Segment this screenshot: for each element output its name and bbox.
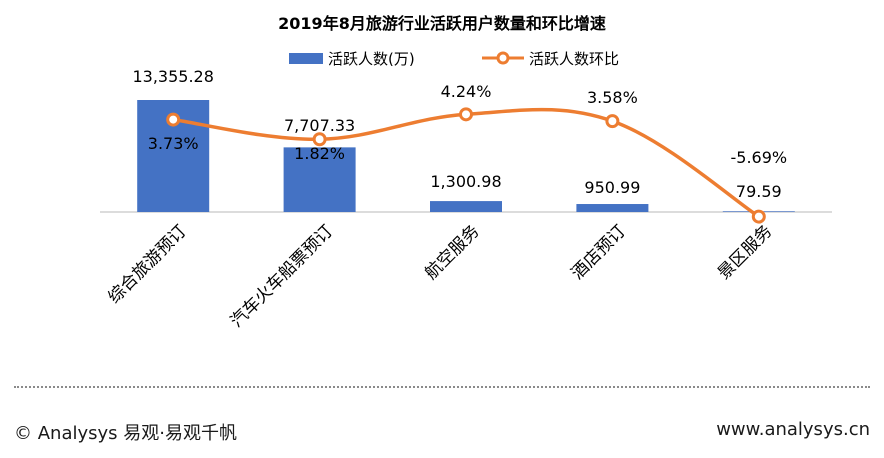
category-label: 汽车火车船票预订 xyxy=(227,221,337,331)
legend-bar-label: 活跃人数(万) xyxy=(328,50,415,68)
bar-value-label: 950.99 xyxy=(584,178,640,197)
bar xyxy=(430,201,502,212)
category-label: 航空服务 xyxy=(421,221,483,283)
chart: 2019年8月旅游行业活跃用户数量和环比增速 活跃人数(万) 活跃人数环比 13… xyxy=(100,14,832,332)
category-label: 景区服务 xyxy=(714,221,776,283)
bar-value-label: 1,300.98 xyxy=(430,172,501,191)
line-value-label: 3.58% xyxy=(587,88,638,107)
legend-line-marker xyxy=(496,51,510,65)
line-value-label: 1.82% xyxy=(294,144,345,163)
legend-bar-swatch xyxy=(289,53,323,64)
chart-title: 2019年8月旅游行业活跃用户数量和环比增速 xyxy=(278,14,606,33)
bar-value-label: 79.59 xyxy=(736,182,782,201)
line-value-label: 4.24% xyxy=(441,82,492,101)
line-point xyxy=(459,107,473,122)
footer-copyright: © Analysys 易观·易观千帆 xyxy=(14,423,237,444)
trend-line xyxy=(172,107,760,219)
footer-divider xyxy=(14,386,870,388)
category-label: 酒店预订 xyxy=(568,221,630,283)
legend: 活跃人数(万) 活跃人数环比 xyxy=(289,50,619,68)
bar-value-label: 13,355.28 xyxy=(132,67,213,86)
legend-line-label: 活跃人数环比 xyxy=(529,50,619,68)
line-value-label: 3.73% xyxy=(148,134,199,153)
footer-website: www.analysys.cn xyxy=(716,419,870,440)
bar xyxy=(283,147,356,212)
line-point xyxy=(605,114,620,129)
line-point xyxy=(166,112,181,127)
line-point xyxy=(751,209,766,224)
bar-value-label: 7,707.33 xyxy=(284,116,355,135)
line-value-label: -5.69% xyxy=(730,148,787,167)
category-label: 综合旅游预订 xyxy=(104,221,190,307)
bar xyxy=(576,204,649,212)
line-point xyxy=(312,132,327,147)
